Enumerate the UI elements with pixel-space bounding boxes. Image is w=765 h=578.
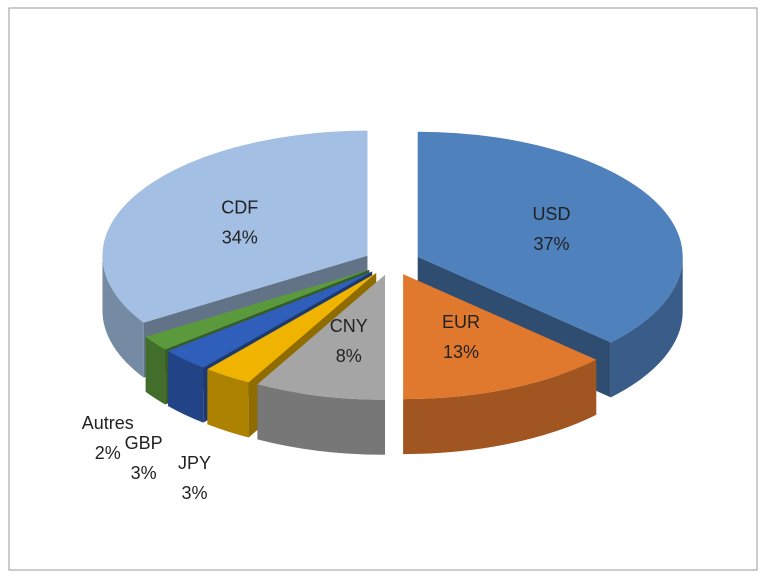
slice-rim (102, 255, 144, 378)
slice-rim (207, 369, 249, 438)
slice-value-label: 37% (533, 234, 569, 254)
slice-category: GBP (125, 433, 163, 453)
slice-value-label: 3% (131, 463, 157, 483)
slice (102, 130, 368, 323)
slice-category: USD (532, 204, 570, 224)
slice-category: CDF (221, 197, 258, 217)
slice-category: EUR (442, 312, 480, 332)
slice-category: Autres (82, 413, 134, 433)
slice (257, 274, 386, 400)
slice-value-label: 2% (95, 443, 121, 463)
slice-rim (168, 351, 204, 423)
slice-category: JPY (178, 453, 211, 473)
slice-rim (403, 359, 597, 455)
slice-value-label: 8% (336, 346, 362, 366)
slice-category: CNY (330, 316, 368, 336)
slice-rim (610, 256, 683, 398)
slice (145, 269, 370, 350)
slice-value-label: 34% (222, 227, 258, 247)
slice (403, 274, 597, 400)
slice-value-label: 3% (182, 483, 208, 503)
slice-rim (257, 384, 386, 455)
slice (168, 271, 373, 368)
slice (207, 272, 377, 383)
slice-rim (145, 336, 166, 405)
slice (417, 131, 683, 343)
slice-value-label: 13% (443, 342, 479, 362)
